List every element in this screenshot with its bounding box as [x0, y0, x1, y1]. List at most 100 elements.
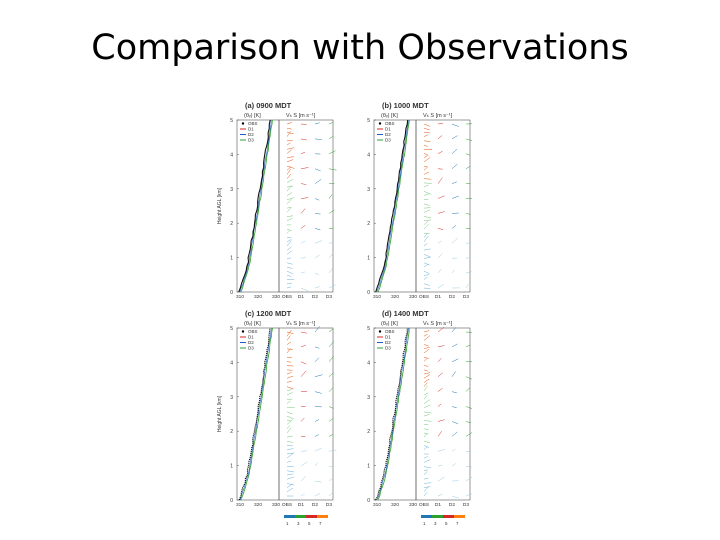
colorbar-segment: [454, 515, 465, 518]
wind-vector: [451, 123, 459, 127]
wind-header: Vₕ S [m s⁻¹]: [423, 113, 453, 119]
wind-vector: [465, 271, 472, 274]
wind-vector: [437, 493, 443, 497]
colorbar-segment: [432, 515, 443, 518]
theta-tick-label: 320: [391, 502, 399, 508]
wind-vector: [286, 215, 294, 217]
legend-marker: [378, 122, 382, 125]
wind-vector: [437, 211, 445, 214]
wind-vector: [423, 330, 430, 333]
wind-vector: [286, 427, 292, 434]
wind-vector: [423, 209, 430, 213]
colorbar-segment: [421, 515, 432, 518]
wind-column-label: D3: [463, 294, 469, 300]
wind-vector: [286, 361, 292, 363]
wind-vector: [286, 452, 295, 455]
figure-canvas: (a) 0900 MDT (θᵥ) [K] Vₕ S [m s⁻¹] 0 1 2 3 4 5 He…: [217, 101, 472, 526]
wind-vector: [423, 220, 429, 226]
wind-vector: [423, 153, 429, 156]
wind-vector: [423, 144, 428, 147]
wind-vector: [423, 157, 431, 163]
wind-vector: [437, 431, 443, 437]
theta-profile-obs: [375, 328, 408, 501]
y-tick-label: 5: [367, 326, 370, 332]
wind-vector: [437, 268, 442, 274]
theta-profile-obs: [238, 327, 271, 501]
wind-vector: [423, 274, 430, 276]
wind-vector: [286, 168, 291, 175]
wind-vector: [328, 387, 334, 392]
wind-column-label: OBS: [419, 502, 429, 508]
wind-vector: [328, 268, 333, 274]
wind-vector: [300, 197, 309, 199]
wind-vector: [286, 348, 293, 351]
theta-tick-label: 320: [254, 502, 262, 508]
wind-vector: [423, 471, 428, 476]
wind-vector: [437, 135, 443, 140]
wind-vector: [286, 142, 291, 146]
wind-vector: [328, 252, 334, 259]
wind-vector: [314, 419, 320, 422]
wind-vector: [465, 406, 472, 409]
wind-vector: [286, 207, 292, 213]
wind-vector: [423, 243, 428, 247]
wind-vector: [423, 171, 430, 175]
colorbar-segment: [443, 515, 454, 518]
wind-vector: [328, 477, 334, 482]
wind-vector: [423, 165, 428, 168]
wind-vector: [423, 203, 430, 206]
wind-vector: [328, 492, 334, 497]
theta-header: (θᵥ) [K]: [244, 113, 261, 119]
wind-vector: [423, 369, 429, 372]
wind-vector: [286, 156, 294, 158]
wind-vector: [286, 441, 293, 443]
wind-vector: [314, 462, 318, 467]
wind-vector: [286, 266, 293, 269]
wind-vector: [328, 150, 336, 155]
wind-vector: [286, 380, 292, 383]
wind-vector: [286, 149, 292, 154]
legend-marker: [241, 122, 245, 125]
wind-vector: [423, 372, 430, 375]
wind-vector: [423, 155, 428, 158]
wind-vector: [314, 492, 321, 497]
wind-vector: [328, 135, 334, 140]
y-tick-label: 2: [367, 429, 370, 435]
wind-vector: [314, 447, 322, 452]
wind-vector: [300, 257, 306, 259]
wind-vector: [451, 195, 459, 199]
y-tick-label: 5: [230, 118, 233, 124]
wind-vector: [423, 348, 430, 354]
wind-vector: [286, 185, 293, 188]
wind-vector: [328, 355, 334, 362]
wind-vector: [451, 343, 458, 348]
wind-vector: [286, 140, 293, 142]
wind-vector: [300, 370, 307, 377]
y-tick-label: 0: [367, 290, 370, 296]
wind-vector: [423, 385, 428, 392]
wind-vector: [286, 487, 294, 493]
wind-vector: [314, 391, 322, 394]
wind-vector: [423, 283, 430, 286]
wind-vector: [314, 254, 320, 259]
legend-label: OBS: [385, 121, 395, 126]
wind-vector: [437, 228, 444, 230]
wind-vector: [423, 333, 428, 337]
wind-vector: [451, 406, 457, 409]
wind-vector: [437, 253, 443, 259]
colorbar-tick-label: 5: [308, 521, 311, 526]
wind-vector: [314, 357, 320, 362]
wind-vector: [437, 150, 443, 155]
figure-panel: (d) 1400 MDT (θᵥ) [K] Vₕ S [m s⁻¹] 0 1 2 3 4 5 31…: [367, 309, 472, 508]
wind-header: Vₕ S [m s⁻¹]: [286, 113, 316, 119]
wind-vector: [423, 456, 428, 459]
wind-vector: [328, 328, 334, 333]
wind-vector: [451, 495, 459, 499]
theta-profile-d2: [376, 327, 409, 501]
wind-vector: [300, 493, 305, 497]
wind-vector: [286, 228, 292, 231]
wind-vector: [300, 361, 307, 365]
theta-tick-label: 320: [391, 294, 399, 300]
wind-vector: [423, 344, 429, 346]
wind-vector: [300, 167, 309, 169]
